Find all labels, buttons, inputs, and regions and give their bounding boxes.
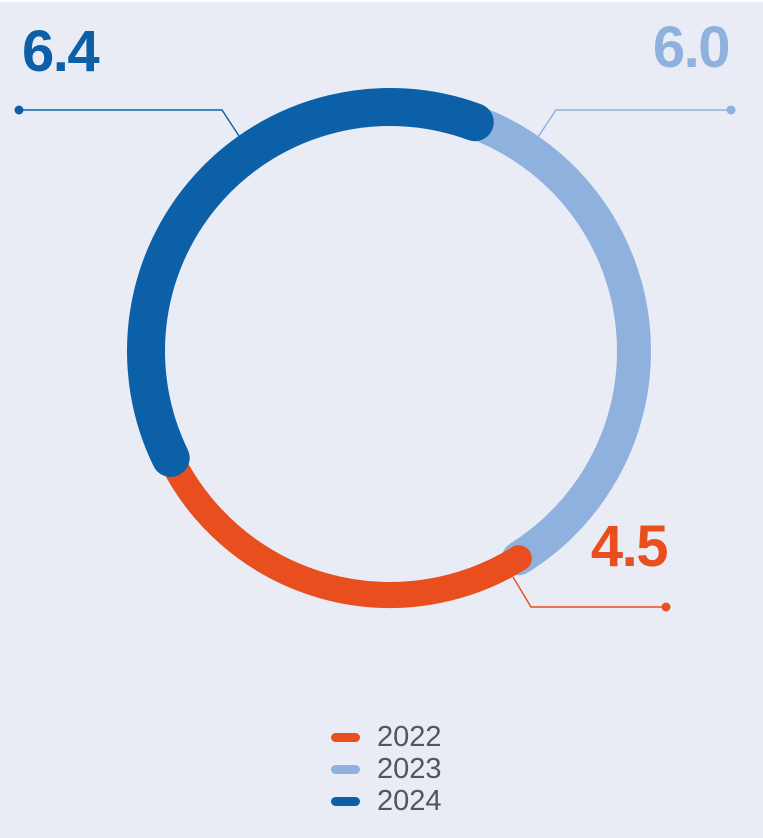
leader-dot-2023 <box>726 105 736 115</box>
value-label-2024: 6.4 <box>22 19 100 84</box>
donut-ring <box>127 88 651 608</box>
legend-label-2024: 2024 <box>377 784 442 817</box>
legend-item-2023: 2023 <box>331 753 442 785</box>
leader-line-2023 <box>537 109 731 138</box>
legend-swatch-2022 <box>331 732 360 742</box>
legend-swatch-2024 <box>331 796 360 806</box>
legend-swatch-2023 <box>331 764 360 774</box>
value-label-2023: 6.0 <box>652 15 731 80</box>
donut-segment-2023 <box>457 105 651 576</box>
donut-segment-2024 <box>127 88 494 477</box>
leader-dot-2024 <box>14 105 24 115</box>
legend-label-2022: 2022 <box>377 720 442 753</box>
top-edge-highlight <box>0 0 763 2</box>
value-label-2022: 4.5 <box>590 514 669 579</box>
leader-line-2022 <box>512 576 666 608</box>
legend-item-2022: 2022 <box>331 721 442 753</box>
leader-lines <box>14 105 736 612</box>
leader-line-2024 <box>19 109 242 140</box>
donut-segment-2022 <box>157 444 532 608</box>
legend-item-2024: 2024 <box>331 785 442 817</box>
legend-label-2023: 2023 <box>377 752 442 785</box>
chart-legend: 2022 2023 2024 <box>331 721 442 817</box>
leader-dot-2022 <box>661 602 671 612</box>
